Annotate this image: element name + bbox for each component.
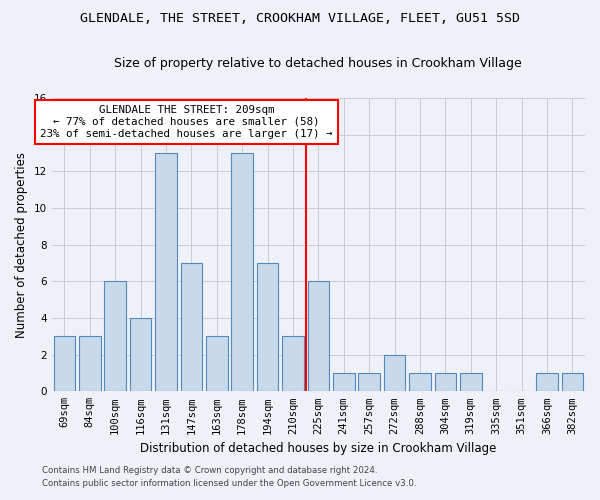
Text: GLENDALE THE STREET: 209sqm
← 77% of detached houses are smaller (58)
23% of sem: GLENDALE THE STREET: 209sqm ← 77% of det… <box>40 106 332 138</box>
Bar <box>333 373 355 392</box>
Bar <box>79 336 101 392</box>
Text: Contains HM Land Registry data © Crown copyright and database right 2024.
Contai: Contains HM Land Registry data © Crown c… <box>42 466 416 487</box>
Title: Size of property relative to detached houses in Crookham Village: Size of property relative to detached ho… <box>115 58 522 70</box>
Bar <box>53 336 75 392</box>
Bar <box>104 282 126 392</box>
Bar <box>232 153 253 392</box>
Bar <box>181 263 202 392</box>
Bar <box>206 336 227 392</box>
Bar <box>308 282 329 392</box>
Bar <box>434 373 456 392</box>
Bar <box>358 373 380 392</box>
Bar <box>460 373 482 392</box>
Bar <box>536 373 557 392</box>
Bar <box>155 153 177 392</box>
Bar <box>257 263 278 392</box>
Bar <box>130 318 151 392</box>
Bar <box>562 373 583 392</box>
Bar <box>384 354 406 392</box>
Bar <box>409 373 431 392</box>
Y-axis label: Number of detached properties: Number of detached properties <box>15 152 28 338</box>
X-axis label: Distribution of detached houses by size in Crookham Village: Distribution of detached houses by size … <box>140 442 497 455</box>
Text: GLENDALE, THE STREET, CROOKHAM VILLAGE, FLEET, GU51 5SD: GLENDALE, THE STREET, CROOKHAM VILLAGE, … <box>80 12 520 26</box>
Bar <box>282 336 304 392</box>
